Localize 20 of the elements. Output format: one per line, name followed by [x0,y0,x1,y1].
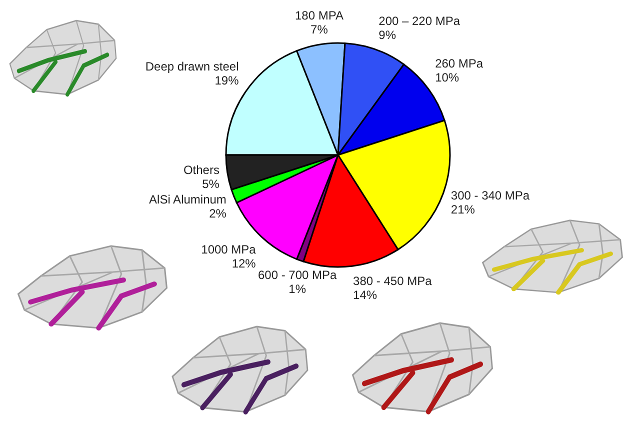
slice-label: 300 - 340 MPa [450,188,530,202]
data-label: 5% [202,176,220,191]
slice-label: AlSi Aluminum [149,192,226,207]
slice-label: Deep drawn steel [145,60,239,74]
slice-label: Others [183,162,220,177]
slice-label: 180 MPA [294,8,344,22]
slice-label: 600 - 700 MPa [258,268,338,282]
data-label: 21% [450,202,476,216]
slice-label: 260 MPa [435,56,484,70]
data-label: 2% [209,206,227,221]
data-label: 14% [353,288,378,302]
data-label: 19% [214,74,240,88]
data-label: 12% [232,256,256,270]
slice-label: 1000 MPa [201,242,256,256]
data-label: 1% [288,282,306,296]
data-label: 10% [435,70,460,84]
slice-label: 200 – 220 MPa [378,14,460,28]
slice-label: 380 - 450 MPa [353,274,432,288]
data-label: 9% [378,28,396,42]
data-label: 7% [310,22,328,36]
